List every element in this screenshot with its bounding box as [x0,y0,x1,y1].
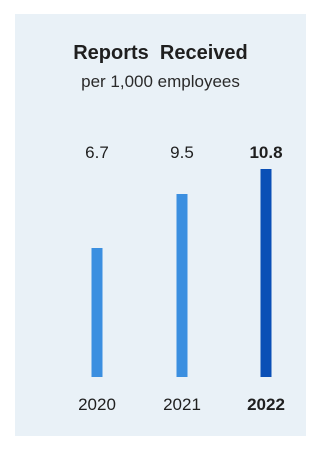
chart-title: Reports Received [73,42,248,64]
bar-2020 [91,248,103,377]
bar-2021 [176,194,188,377]
category-label-2021: 2021 [163,395,201,414]
category-label-2020: 2020 [78,395,116,414]
category-label-2022: 2022 [247,395,285,414]
bar-chart: 6.7 2020 9.5 2021 10.8 2022 [15,14,306,436]
chart-marks: 6.7 2020 9.5 2021 10.8 2022 [78,143,285,414]
value-label-2022: 10.8 [249,143,282,162]
chart-subtitle: per 1,000 employees [81,72,240,91]
value-label-2020: 6.7 [85,143,109,162]
bar-2022 [260,169,272,377]
chart-background [15,14,306,436]
chart-card: 6.7 2020 9.5 2021 10.8 2022 Reports Received … [15,14,306,436]
value-label-2021: 9.5 [170,143,194,162]
